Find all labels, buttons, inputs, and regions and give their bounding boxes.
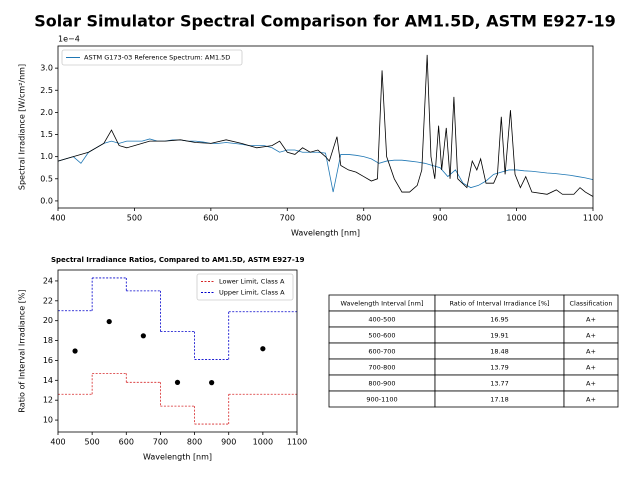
x-tick-label: 700 — [280, 214, 295, 223]
x-tick-label: 1000 — [506, 214, 526, 223]
table-text: A+ — [586, 396, 596, 404]
x-tick-label: 1100 — [583, 214, 603, 223]
table-header: Ratio of Interval Irradiance [%] — [449, 300, 549, 308]
table-text: 800-900 — [368, 380, 395, 388]
y-tick-label: 10 — [43, 416, 53, 425]
y-tick-label: 24 — [43, 276, 53, 285]
ratio-point — [260, 346, 266, 352]
y-tick-label: 2.0 — [40, 108, 53, 117]
spectrum-line — [57, 138, 594, 193]
ratio-point — [174, 379, 181, 386]
x-tick-label: 1100 — [287, 438, 307, 447]
y-tick-label: 14 — [43, 376, 53, 385]
table-text: 13.77 — [490, 380, 509, 388]
x-tick-label: 800 — [356, 214, 371, 223]
x-tick-label: 900 — [433, 214, 448, 223]
ratio-point — [72, 348, 78, 354]
table-text: 13.79 — [490, 364, 509, 372]
x-axis-label: Wavelength [nm] — [291, 229, 360, 238]
x-tick-label: 400 — [50, 214, 65, 223]
y-axis-label: Ratio of Interval Irradiance [%] — [18, 289, 27, 412]
x-tick-label: 400 — [50, 438, 65, 447]
axes-frame — [57, 269, 298, 433]
x-axis-label: Wavelength [nm] — [143, 453, 212, 462]
table-header: Classification — [569, 300, 612, 308]
legend — [196, 273, 294, 301]
x-tick-label: 900 — [221, 438, 236, 447]
ratio-point — [106, 318, 112, 325]
x-tick-label: 700 — [153, 438, 168, 447]
y-tick-label: 1.0 — [40, 152, 53, 161]
table-text: 18.48 — [490, 348, 509, 356]
table-text: A+ — [586, 332, 596, 340]
table-text: 400-500 — [368, 316, 395, 324]
y-tick-label: 20 — [43, 316, 53, 325]
y-tick-label: 18 — [43, 336, 53, 345]
ratio-point — [140, 333, 146, 339]
axes-frame — [57, 45, 594, 209]
x-tick-label: 600 — [119, 438, 134, 447]
table-text: 19.91 — [490, 332, 509, 340]
y-tick-label: 16 — [43, 356, 53, 365]
table-text: 700-800 — [368, 364, 395, 372]
table-text: A+ — [586, 380, 596, 388]
table-text: 16.95 — [490, 316, 509, 324]
y-tick-label: 1.5 — [40, 130, 53, 139]
table-text: A+ — [586, 348, 596, 356]
offset-label: 1e−4 — [58, 35, 80, 44]
y-tick-label: 0.0 — [40, 196, 53, 205]
legend-label: Lower Limit, Class A — [219, 278, 285, 286]
y-tick-label: 3.0 — [40, 64, 53, 73]
figure-title: Solar Simulator Spectral Comparison for … — [34, 12, 615, 31]
legend — [61, 49, 243, 66]
x-tick-label: 800 — [187, 438, 202, 447]
y-tick-label: 0.5 — [40, 174, 53, 183]
table-text: 17.18 — [490, 396, 509, 404]
table-text: A+ — [586, 316, 596, 324]
legend-label: ASTM G173-03 Reference Spectrum: AM1.5D — [84, 54, 230, 62]
table-cell — [563, 390, 619, 408]
x-tick-label: 1000 — [253, 438, 273, 447]
x-tick-label: 500 — [127, 214, 142, 223]
table-text: 500-600 — [368, 332, 395, 340]
legend-label: Upper Limit, Class A — [219, 289, 285, 297]
ratio-point — [209, 380, 215, 386]
y-tick-label: 12 — [43, 396, 53, 405]
x-tick-label: 600 — [203, 214, 218, 223]
table-text: 900-1100 — [366, 396, 397, 404]
y-axis-label: Spectral Irradiance [W/cm²/nm] — [18, 64, 27, 190]
table-header: Wavelength Interval [nm] — [340, 300, 423, 308]
chart-title: Spectral Irradiance Ratios, Compared to … — [51, 256, 305, 264]
table-text: 600-700 — [368, 348, 395, 356]
x-tick-label: 500 — [85, 438, 100, 447]
spectrum-line — [57, 54, 594, 197]
table-text: A+ — [586, 364, 596, 372]
y-tick-label: 2.5 — [40, 86, 53, 95]
y-tick-label: 22 — [43, 296, 53, 305]
